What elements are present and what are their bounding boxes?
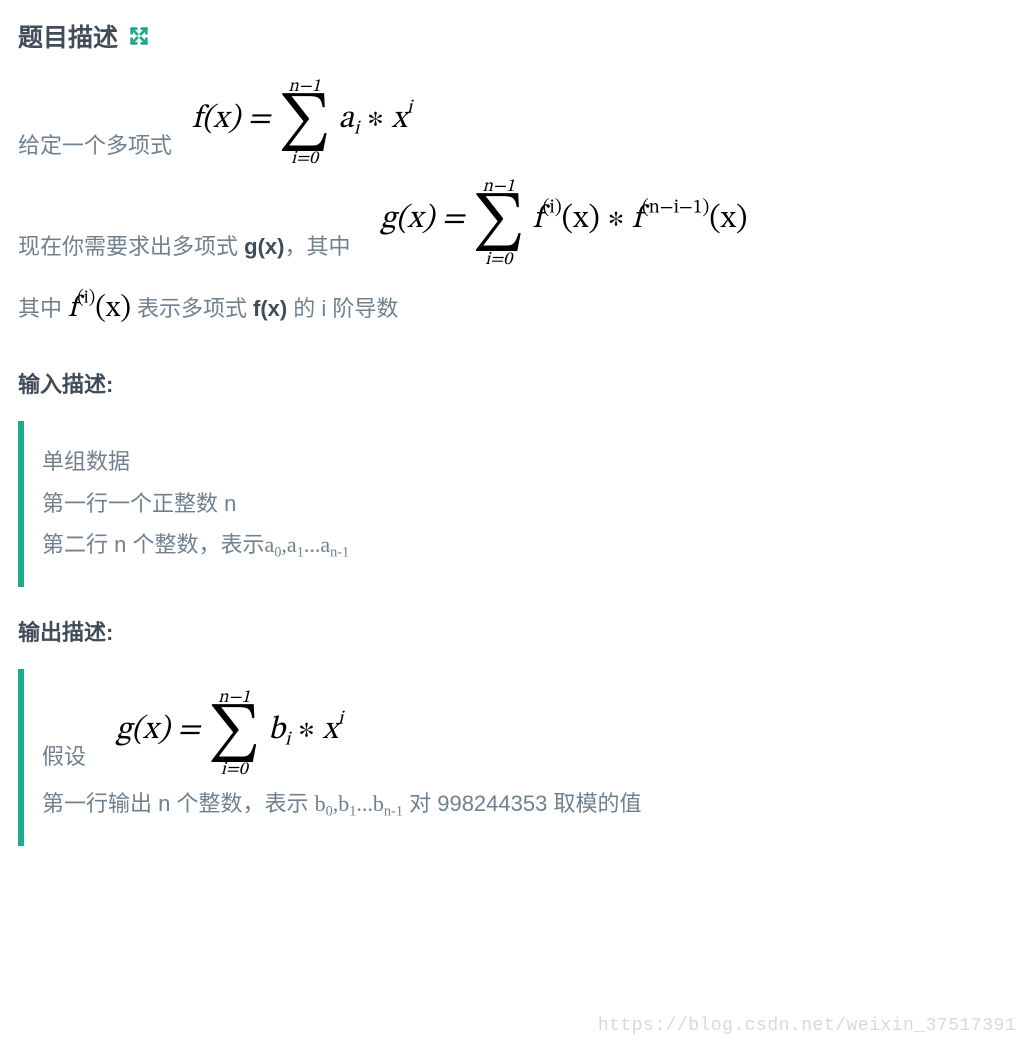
section-title: 题目描述 — [18, 18, 118, 54]
p3-var: f(x) — [253, 287, 287, 331]
paragraph-2: 现在你需要求出多项式 g(x)，其中 g(x) = n−1 ∑ i=0 f(i)… — [18, 178, 1016, 268]
paragraph-3: 其中 f(i)(x) 表示多项式 f(x) 的 i 阶导数 — [18, 279, 1016, 339]
output-block: 假设 g(x) = n−1 ∑ i=0 bi ∗ xi 第一行输出 n 个整数，… — [18, 669, 1016, 846]
p1-text: 给定一个多项式 — [18, 128, 172, 168]
input-line-2: 第一行一个正整数 n — [42, 483, 1016, 525]
formula-f-definition: f(x) = n−1 ∑ i=0 ai ∗ xi — [192, 78, 412, 168]
p2-var: g(x) — [244, 234, 284, 259]
p2-suffix: ，其中 — [284, 234, 350, 259]
watermark-link[interactable]: https://blog.csdn.net/weixin_37517391 — [598, 1016, 1016, 1036]
formula-f-i-derivative: f(i)(x) — [68, 279, 131, 339]
input-block: 单组数据 第一行一个正整数 n 第二行 n 个整数，表示a0,a1...an-1 — [18, 421, 1016, 587]
input-heading: 输入描述: — [18, 367, 1016, 399]
output-line-1: 假设 g(x) = n−1 ∑ i=0 bi ∗ xi — [42, 689, 1016, 779]
section-title-row: 题目描述 — [18, 18, 1016, 54]
p3-mid: 表示多项式 — [137, 287, 247, 331]
output-line-2: 第一行输出 n 个整数，表示 b0,b1...bn-1 对 998244353 … — [42, 783, 1016, 825]
expand-icon[interactable] — [128, 25, 150, 47]
paragraph-1: 给定一个多项式 f(x) = n−1 ∑ i=0 ai ∗ xi — [18, 78, 1016, 168]
input-line-1: 单组数据 — [42, 441, 1016, 483]
p3-suffix: 的 i 阶导数 — [293, 287, 398, 331]
p2-prefix: 现在你需要求出多项式 — [18, 234, 244, 259]
p3-prefix: 其中 — [18, 287, 62, 331]
output-heading: 输出描述: — [18, 615, 1016, 647]
input-line-3: 第二行 n 个整数，表示a0,a1...an-1 — [42, 524, 1016, 566]
formula-g-output: g(x) = n−1 ∑ i=0 bi ∗ xi — [116, 689, 343, 779]
formula-g-definition: g(x) = n−1 ∑ i=0 f(i)(x) ∗ f(n−i−1)(x) — [380, 178, 747, 268]
